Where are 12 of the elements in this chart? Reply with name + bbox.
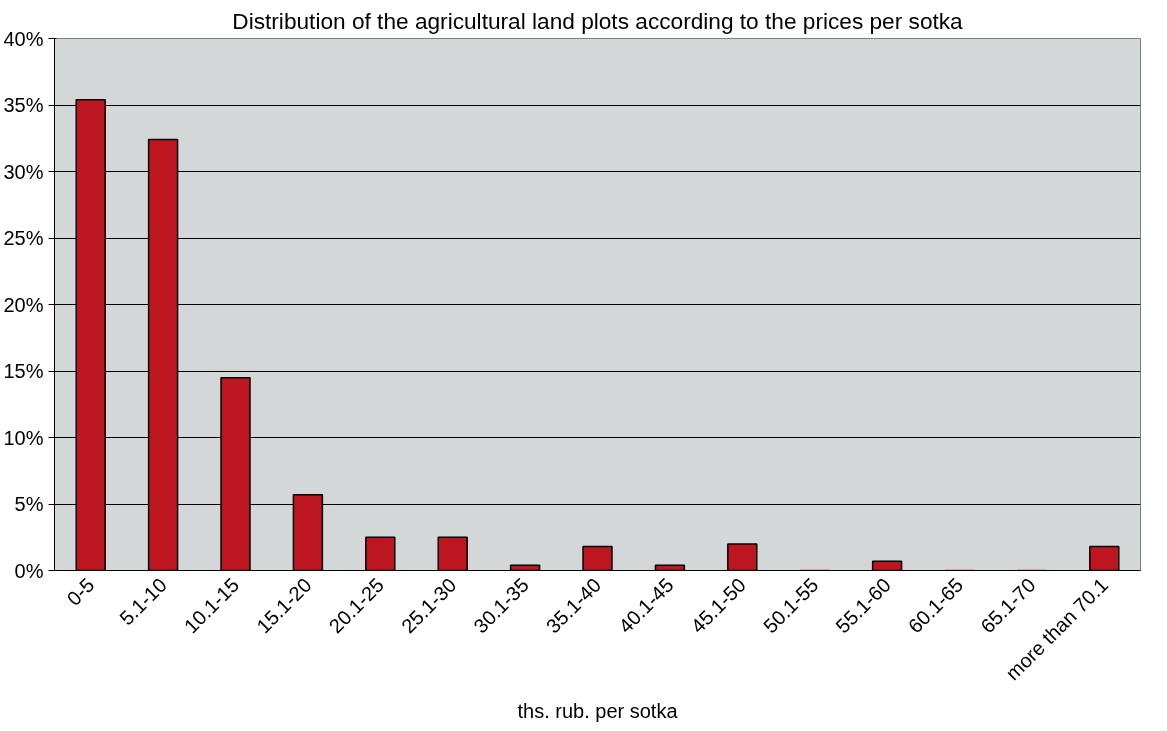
- y-tick-label: 25%: [3, 227, 44, 249]
- chart-title: Distribution of the agricultural land plots according to the prices per sotka: [232, 7, 964, 34]
- y-tick-label: 5%: [14, 493, 44, 515]
- y-tick-label: 40%: [3, 27, 44, 50]
- x-tick-label: 0-5: [62, 573, 99, 610]
- y-tick-label: 15%: [3, 360, 44, 382]
- y-tick-label: 0%: [14, 559, 44, 582]
- x-axis-title: ths. rub. per sotka: [517, 700, 679, 723]
- y-tick-label: 10%: [3, 426, 44, 449]
- y-tick-label: 35%: [3, 94, 44, 116]
- y-tick-label: 30%: [3, 160, 44, 183]
- y-tick-label: 20%: [3, 293, 44, 316]
